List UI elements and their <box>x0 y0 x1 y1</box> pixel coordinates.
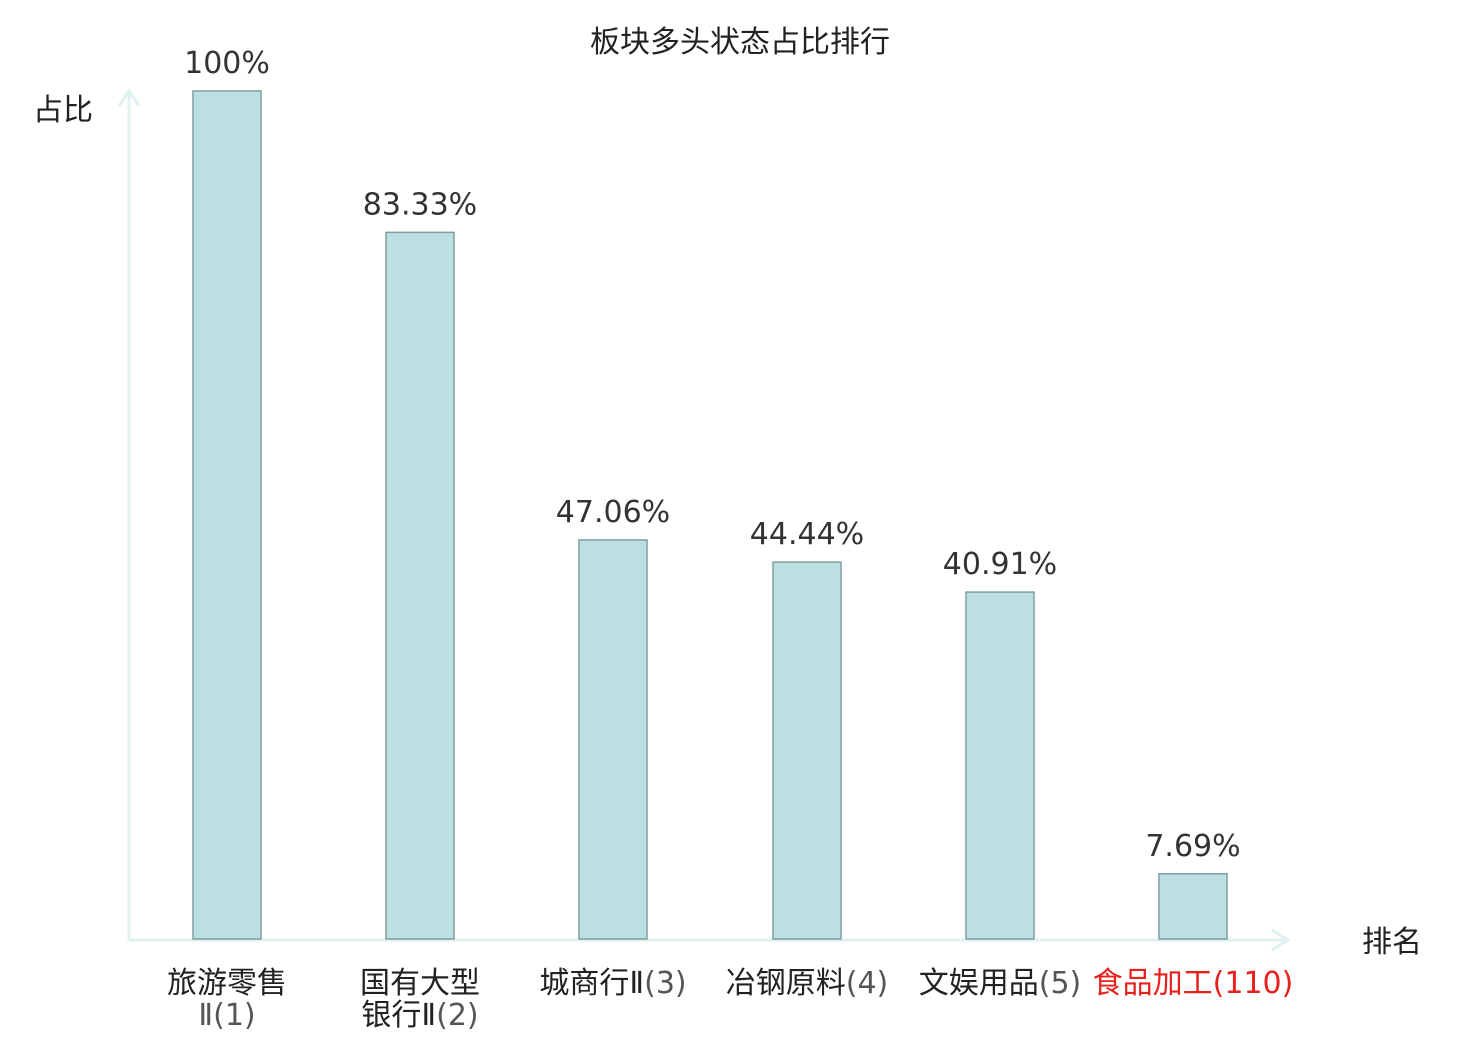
category-label-4: 冶钢原料(4) <box>726 966 889 1001</box>
category-label-6: 食品加工(110) <box>1093 966 1294 1001</box>
bar-3 <box>578 539 648 940</box>
x-axis-arrow <box>1271 928 1291 952</box>
category-label-2: 国有大型 <box>360 966 480 1001</box>
value-label-3: 47.06% <box>556 495 670 530</box>
bar-2 <box>385 231 455 940</box>
value-label-2: 83.33% <box>363 187 477 222</box>
value-labels-group: 100% 83.33% 47.06% 44.44% 40.91% 7.69% <box>184 46 1241 864</box>
value-label-1: 100% <box>184 46 270 81</box>
chart-title: 板块多头状态占比排行 <box>590 25 890 60</box>
value-label-5: 40.91% <box>943 547 1057 582</box>
category-label-5: 文娱用品(5) <box>919 966 1082 1001</box>
category-label-3: 城商行Ⅱ(3) <box>539 966 686 1001</box>
y-axis-label: 占比 <box>33 93 93 128</box>
x-axis-label: 排名 <box>1362 925 1422 960</box>
bar-6 <box>1158 873 1228 940</box>
category-rank-2: 银行Ⅱ(2) <box>361 998 478 1033</box>
value-label-6: 7.69% <box>1145 829 1240 864</box>
bar-4 <box>772 561 842 940</box>
bar-1 <box>192 90 262 940</box>
category-rank-1: Ⅱ(1) <box>198 998 255 1033</box>
category-label-1: 旅游零售 <box>167 966 287 1001</box>
bar-5 <box>965 591 1035 940</box>
bars-group <box>192 90 1228 940</box>
y-axis-arrow <box>117 88 141 107</box>
value-label-4: 44.44% <box>750 517 864 552</box>
